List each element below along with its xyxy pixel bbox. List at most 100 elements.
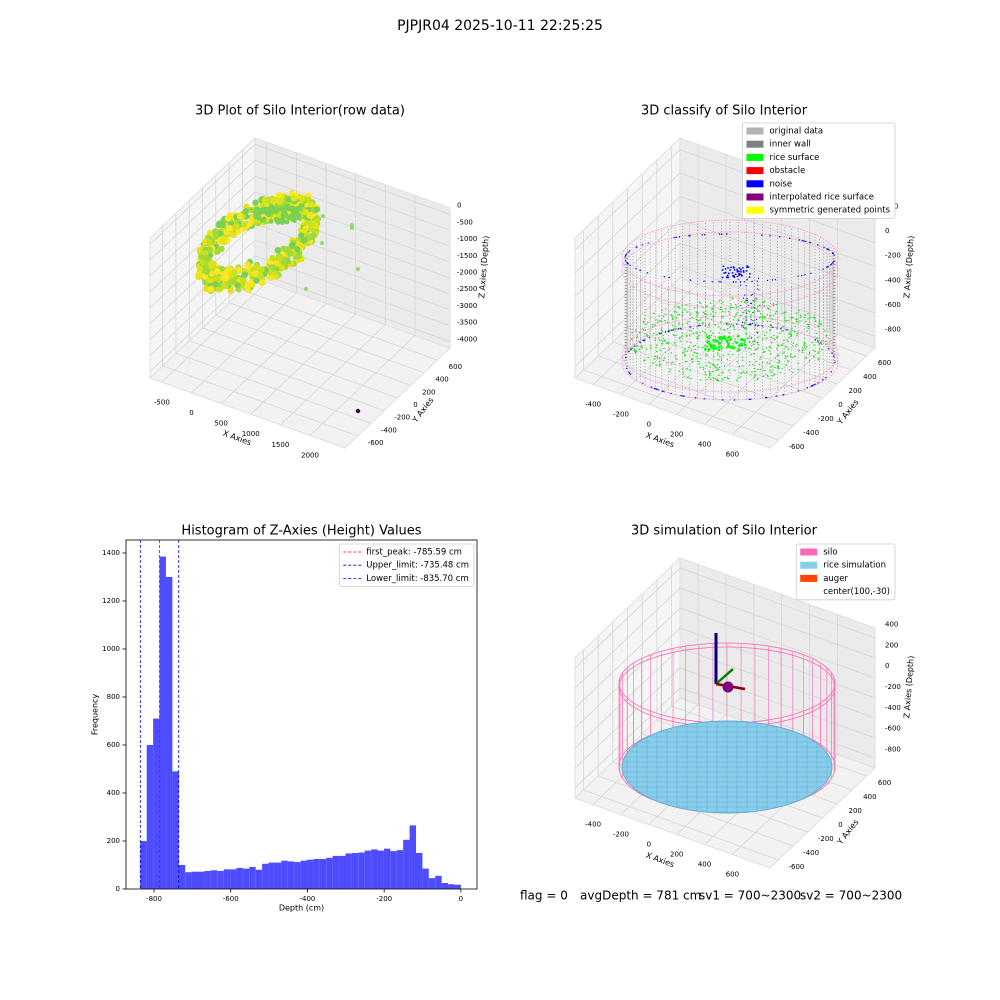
y-tick-label: 600 — [878, 779, 891, 787]
noise-point — [755, 297, 757, 299]
rice-surface-point — [762, 320, 764, 323]
noise-point — [744, 347, 746, 349]
rice-surface-point — [692, 332, 694, 335]
rice-surface-point — [658, 357, 661, 359]
rice-surface-point — [732, 319, 735, 321]
noise-point — [627, 251, 629, 253]
rice-surface-point — [740, 372, 743, 374]
rice-surface-point — [760, 356, 762, 358]
rice-surface-point — [654, 355, 656, 357]
rice-surface-point — [727, 377, 729, 380]
noise-point — [766, 279, 769, 282]
rice-surface-point — [715, 370, 717, 372]
rice-surface-point — [689, 334, 691, 337]
x-tick-label: -600 — [223, 895, 239, 903]
noise-point — [756, 288, 758, 290]
rice-surface-point — [653, 358, 656, 360]
rice-surface-point — [708, 370, 711, 373]
rice-surface-point — [695, 337, 698, 340]
rice-surface-point — [777, 322, 779, 324]
x-tick-label: 400 — [698, 441, 711, 449]
noise-point — [832, 261, 835, 263]
noise-point — [771, 279, 774, 281]
rice-surface-point — [631, 332, 633, 334]
rice-surface-point — [739, 376, 742, 378]
rice-surface-point — [702, 368, 705, 371]
rice-surface-point — [787, 319, 790, 322]
grid-line — [215, 315, 411, 386]
noise-point — [805, 240, 807, 243]
rice-surface-point — [681, 311, 684, 314]
rice-surface-point — [651, 326, 654, 328]
y-tick-label: -200 — [818, 415, 834, 423]
rice-surface-point — [686, 376, 688, 379]
rice-surface-point — [805, 357, 808, 359]
legend-swatch — [746, 167, 764, 175]
noise-point — [828, 249, 830, 251]
rice-surface-point — [675, 334, 677, 337]
bar — [204, 870, 211, 889]
rice-surface-point — [662, 315, 665, 317]
rice-surface-point — [797, 368, 800, 371]
noise-point — [744, 294, 746, 296]
rice-surface-point — [713, 364, 715, 366]
rice-surface-point — [696, 311, 698, 314]
grid-line — [574, 567, 681, 669]
rice-surface-point — [785, 357, 787, 359]
rice-surface-point — [744, 309, 746, 312]
x-tick-label: 2000 — [301, 451, 319, 459]
rice-surface-point — [746, 372, 748, 374]
bar — [281, 860, 288, 889]
noise-point — [826, 266, 828, 268]
rice-surface-point — [707, 336, 711, 340]
rice-surface-point — [727, 342, 730, 346]
bar — [441, 882, 449, 889]
rice-surface-point — [771, 371, 773, 374]
rice-surface-point — [774, 357, 777, 359]
noise-point — [769, 235, 771, 237]
rice-surface-point — [778, 345, 780, 347]
point-cloud — [241, 271, 249, 278]
rice-surface-point — [654, 324, 656, 326]
rice-surface-point — [743, 343, 747, 347]
rice-surface-point — [666, 321, 668, 324]
x-tick-label: -800 — [146, 895, 162, 903]
rice-surface-point — [655, 319, 657, 321]
rice-surface-point — [735, 303, 737, 306]
rice-surface-point — [755, 360, 757, 363]
rice-surface-point — [745, 309, 747, 312]
point-cloud — [263, 207, 269, 213]
bar — [159, 556, 166, 889]
rice-surface-point — [727, 335, 731, 339]
point-cloud — [313, 223, 320, 230]
rice-surface-point — [692, 345, 695, 348]
rice-surface-point — [672, 325, 674, 327]
chart-title: 3D simulation of Silo Interior — [631, 524, 818, 539]
rice-surface-point — [642, 322, 645, 324]
noise-point — [827, 265, 829, 268]
rice-surface-point — [773, 334, 775, 337]
rice-surface-point — [646, 334, 648, 336]
rice-surface-point — [824, 329, 826, 332]
rice-surface-point — [658, 337, 660, 339]
bar — [255, 869, 263, 889]
noise-point — [703, 280, 705, 282]
rice-surface-point — [672, 318, 674, 321]
rice-surface-point — [669, 371, 671, 373]
grid-line — [627, 327, 823, 399]
point-cloud — [284, 219, 290, 225]
y-tick-label: 400 — [863, 373, 876, 381]
rice-surface-point — [741, 356, 744, 358]
rice-surface-point — [736, 379, 738, 382]
noise-point — [688, 235, 690, 237]
rice-surface-point — [743, 342, 746, 344]
rice-surface-point — [742, 371, 745, 373]
grid-line — [679, 587, 876, 659]
noise-point — [814, 339, 817, 341]
rice-surface-point — [801, 351, 803, 353]
rice-surface-point — [704, 371, 706, 373]
rice-surface-point — [791, 316, 794, 319]
legend-label: auger — [823, 574, 848, 584]
rice-surface-point — [718, 332, 720, 334]
rice-surface-point — [687, 346, 690, 349]
